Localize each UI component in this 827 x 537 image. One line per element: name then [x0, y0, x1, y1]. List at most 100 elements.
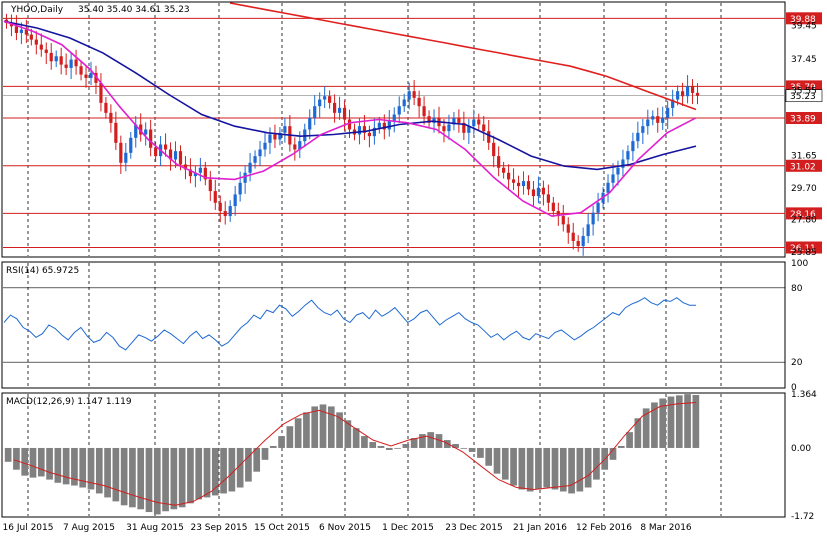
candle-body	[24, 29, 28, 35]
price-y-tick: 25.85	[791, 248, 817, 258]
candle-body	[347, 119, 352, 130]
candle-body	[477, 119, 481, 125]
candle-body	[626, 151, 630, 160]
macd-bar	[145, 447, 153, 513]
level-tag	[786, 112, 822, 125]
candle-body	[671, 99, 675, 108]
candle-body	[457, 117, 461, 123]
candle-body	[154, 147, 158, 157]
candle-body	[134, 124, 138, 138]
level-tag	[786, 12, 822, 25]
candle-body	[173, 151, 178, 160]
level-tag-label: 39.88	[790, 15, 816, 25]
macd-bar	[435, 434, 443, 448]
price-y-tick: 35.55	[791, 86, 817, 96]
candle-body	[402, 99, 406, 107]
candle-body	[84, 74, 88, 78]
x-tick-label: 31 Aug 2015	[126, 523, 184, 533]
macd-bar	[535, 447, 542, 490]
candle-body	[333, 102, 337, 113]
candle-body	[442, 126, 446, 132]
macd-bar	[543, 447, 551, 488]
candle-body	[576, 241, 580, 247]
candle-body	[526, 181, 531, 190]
candle-body	[690, 86, 695, 93]
candle-body	[268, 134, 272, 143]
x-tick-label: 23 Dec 2015	[445, 523, 503, 533]
macd-bar	[377, 445, 385, 448]
ma-magenta-line	[3, 20, 697, 217]
candle-body	[258, 149, 262, 157]
macd-bar	[294, 418, 302, 448]
candle-body	[417, 97, 421, 107]
macd-bar	[269, 445, 277, 448]
candle-body	[681, 91, 685, 97]
macd-bar	[402, 444, 410, 448]
macd-bar	[559, 447, 567, 492]
candle-body	[313, 106, 317, 118]
macd-bar	[477, 447, 484, 458]
candle-body	[89, 72, 93, 78]
price-y-tick: 27.80	[791, 215, 817, 225]
x-tick-label: 12 Feb 2016	[576, 523, 632, 533]
candle-body	[54, 56, 58, 62]
candle-body	[666, 107, 670, 118]
candle-body	[39, 44, 43, 50]
price-levels: 39.88 35.79 33.89 31.02 28.16 26.11 35.23	[3, 12, 823, 254]
macd-bar	[593, 447, 600, 480]
candle-body	[114, 122, 118, 143]
macd-bar	[692, 394, 700, 448]
macd-bar	[684, 394, 691, 448]
macd-bar	[261, 447, 269, 460]
candle-body	[149, 129, 153, 148]
candle-body	[387, 121, 391, 130]
candle-body	[79, 66, 83, 75]
current-price-label: 35.23	[790, 92, 816, 102]
candle-body	[163, 144, 168, 150]
candle-body	[213, 191, 217, 203]
candle-body	[641, 126, 645, 133]
level-tag	[786, 80, 822, 93]
ma-red-line	[229, 2, 697, 111]
candle-body	[531, 189, 536, 197]
candle-body	[487, 131, 491, 143]
candle-body	[293, 144, 297, 150]
macd-bar	[129, 447, 136, 508]
candle-body	[283, 126, 287, 133]
candle-body	[676, 91, 680, 100]
candle-body	[551, 202, 555, 212]
candle-body	[571, 232, 575, 242]
macd-bar	[576, 447, 584, 492]
macd-bar	[460, 447, 468, 449]
candle-body	[59, 56, 63, 65]
candle-body	[661, 117, 665, 123]
macd-bar	[319, 404, 327, 448]
candle-body	[606, 182, 610, 193]
macd-bar	[667, 396, 675, 448]
rsi-series-line	[3, 297, 696, 351]
candle-body	[243, 172, 247, 183]
macd-bar	[54, 447, 62, 483]
candle-body	[129, 137, 133, 153]
candle-body	[228, 206, 232, 217]
macd-bar	[485, 447, 493, 466]
x-tick-label: 23 Sep 2015	[190, 523, 247, 533]
candle-body	[94, 72, 98, 83]
macd-bar	[452, 444, 459, 448]
macd-bar	[286, 426, 294, 448]
candle-body	[407, 91, 411, 100]
price-y-tick: 37.45	[791, 55, 817, 65]
candle-body	[586, 224, 590, 237]
candle-body	[208, 179, 212, 192]
candle-body	[323, 96, 327, 100]
rsi-y-tick: 20	[791, 358, 803, 368]
candle-body	[467, 126, 471, 133]
rsi-y-tick: 0	[791, 383, 797, 393]
macd-bar	[120, 447, 128, 506]
candle-body	[566, 224, 570, 233]
macd-bar	[626, 432, 633, 448]
candle-body	[462, 122, 466, 133]
candle-body	[392, 114, 396, 122]
candle-body	[581, 236, 585, 247]
candle-body	[507, 172, 511, 180]
